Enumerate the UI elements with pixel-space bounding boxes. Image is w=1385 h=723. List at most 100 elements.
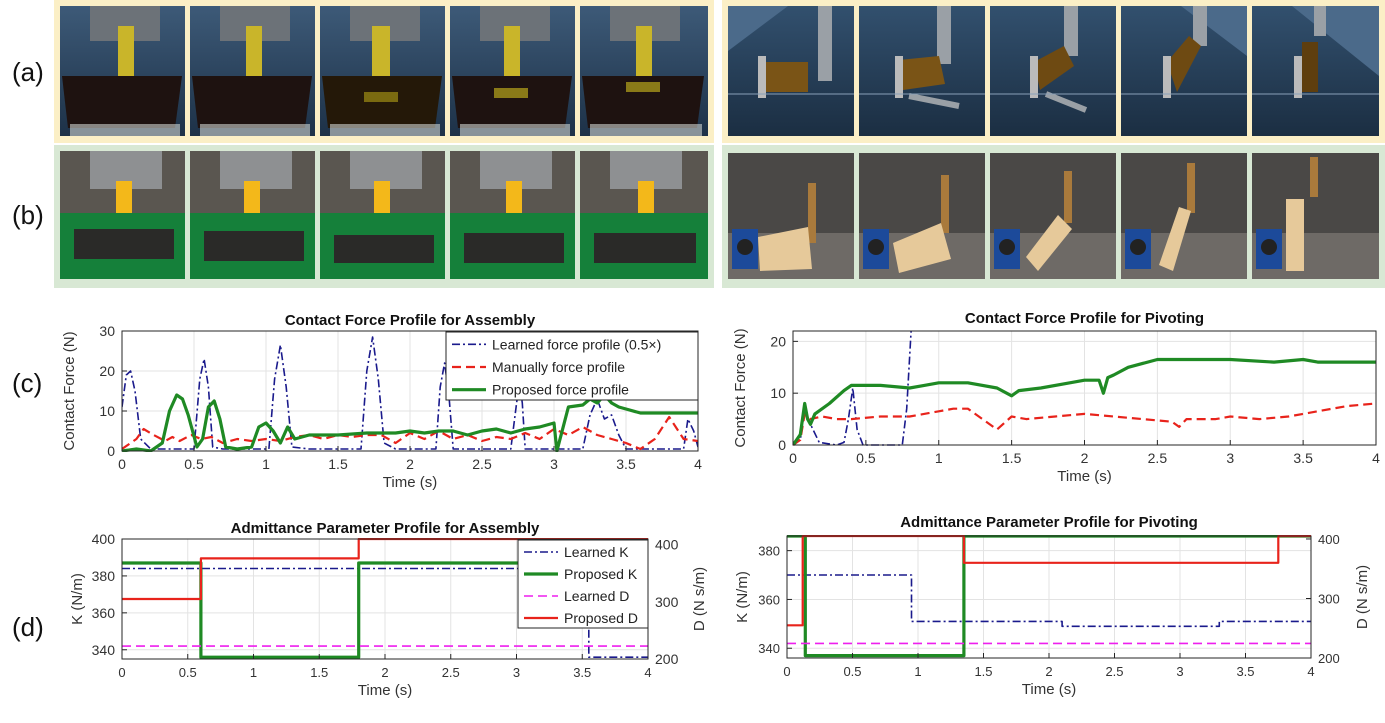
series-line-manual (122, 415, 698, 451)
chart-force_pivoting: 0 0.5 1 1.5 2 2.5 3 3.5 4 0 10 20 Contact Force Prof… (732, 310, 1380, 485)
sim-pivoting-frames (728, 6, 1379, 136)
y-tick-label: 360 (758, 592, 780, 607)
plot-area (787, 536, 1311, 658)
series-line-learned (122, 567, 648, 659)
chart-force_assembly: 0 0.5 1 1.5 2 2.5 3 3.5 4 0 10 20 30 Contact Force Pr… (61, 312, 702, 491)
y-right-tick-label: 400 (655, 537, 679, 553)
x-tick-label: 3 (1226, 450, 1234, 466)
y-right-tick-label: 300 (655, 594, 679, 610)
y-axis-label: Contact Force (N) (61, 331, 78, 450)
sim-assembly-frames (60, 6, 708, 136)
legend: Learned force profile (0.5×) Manually for… (445, 331, 699, 401)
y-right-tick-label: 400 (1318, 532, 1340, 547)
sim-assembly-strip (54, 0, 714, 143)
row-label-c: (c) (12, 368, 43, 398)
sim-pivoting-frame (990, 6, 1116, 136)
series-line-proposed (787, 535, 1311, 658)
x-tick-label: 2 (1045, 664, 1052, 679)
y-tick-label: 360 (92, 605, 116, 621)
x-tick-label: 0 (783, 664, 790, 679)
x-tick-label: 3.5 (1236, 664, 1254, 679)
real-pivoting-frame (728, 153, 854, 279)
x-tick-label: 3.5 (1293, 450, 1313, 466)
real-assembly-frame (320, 151, 445, 279)
x-axis-label: Time (s) (358, 682, 412, 699)
x-tick-label: 3 (550, 456, 558, 472)
y-tick-label: 0 (107, 443, 115, 459)
plot-area (122, 331, 698, 451)
x-tick-label: 0 (118, 456, 126, 472)
series-line-manual (793, 402, 1376, 446)
legend: Learned K Proposed K Learned D Proposed D (517, 539, 649, 629)
x-tick-label: 1 (935, 450, 943, 466)
real-pivoting-frames (728, 153, 1379, 279)
chart-admittance_assembly: 0 0.5 1 1.5 2 2.5 3 3.5 4 340 360 380 400 200 300 400 Ad… (69, 520, 708, 699)
series-line-proposed (122, 393, 698, 452)
x-tick-label: 0.5 (856, 450, 876, 466)
legend-entry: Manually force profile (492, 359, 625, 375)
x-tick-label: 1.5 (974, 664, 992, 679)
real-assembly-frame (580, 151, 708, 279)
legend-entry: Learned D (564, 588, 629, 604)
chart-title: Admittance Parameter Profile for Pivotin… (900, 514, 1198, 531)
x-tick-label: 2.5 (472, 456, 492, 472)
real-assembly-frame (190, 151, 315, 279)
x-tick-label: 2 (406, 456, 414, 472)
x-axis-label: Time (s) (383, 474, 437, 491)
real-assembly-frames (60, 151, 708, 279)
y-tick-label: 400 (92, 531, 116, 547)
y-tick-label: 10 (770, 385, 786, 401)
y-right-tick-label: 300 (1318, 591, 1340, 606)
x-tick-label: 0 (118, 665, 125, 680)
sim-pivoting-frame (859, 6, 985, 136)
x-tick-label: 3 (1176, 664, 1183, 679)
legend-entry: Proposed D (564, 610, 638, 626)
chart-title: Contact Force Profile for Assembly (285, 312, 536, 329)
y-tick-label: 10 (99, 403, 115, 419)
x-tick-label: 1 (914, 664, 921, 679)
x-tick-label: 0.5 (184, 456, 204, 472)
x-tick-label: 1.5 (310, 665, 328, 680)
axes-box (121, 538, 649, 660)
x-tick-label: 2.5 (1148, 450, 1168, 466)
real-pivoting-frame (990, 153, 1116, 279)
x-tick-label: 3.5 (616, 456, 636, 472)
legend-entry: Learned force profile (0.5×) (492, 336, 661, 352)
y-axis-label: Contact Force (N) (732, 328, 749, 447)
y-axis-label: K (N/m) (734, 571, 751, 623)
y-tick-label: 20 (99, 363, 115, 379)
axes-box (786, 535, 1312, 659)
x-tick-label: 2.5 (442, 665, 460, 680)
plot-area (793, 331, 1376, 445)
x-axis-label: Time (s) (1022, 681, 1076, 698)
row-label-b: (b) (12, 200, 44, 230)
legend-box (517, 539, 649, 629)
row-label-d: (d) (12, 612, 44, 642)
sim-assembly-frame (190, 6, 315, 136)
y-right-axis-label: D (N s/m) (1354, 565, 1371, 629)
y-tick-label: 380 (92, 568, 116, 584)
legend-entry: Proposed force profile (492, 382, 629, 398)
real-assembly-frame (450, 151, 575, 279)
x-tick-label: 0.5 (179, 665, 197, 680)
y-tick-label: 0 (778, 437, 786, 453)
x-tick-label: 0 (789, 450, 797, 466)
y-tick-label: 340 (92, 642, 116, 658)
sim-pivoting-frame (1252, 6, 1379, 136)
x-tick-label: 3.5 (573, 665, 591, 680)
x-tick-label: 2 (1081, 450, 1089, 466)
sim-assembly-frame (450, 6, 575, 136)
chart-admittance_pivoting: 0 0.5 1 1.5 2 2.5 3 3.5 4 340 360 380 200 300 400 Admit… (734, 514, 1371, 698)
sim-pivoting-frame (728, 6, 854, 136)
y-tick-label: 20 (770, 333, 786, 349)
x-axis-label: Time (s) (1057, 468, 1111, 485)
real-pivoting-frame (1252, 153, 1379, 279)
y-tick-label: 340 (758, 641, 780, 656)
x-tick-label: 1 (250, 665, 257, 680)
y-tick-label: 30 (99, 323, 115, 339)
y-tick-label: 380 (758, 544, 780, 559)
series-line-manual (787, 535, 1311, 627)
real-pivoting-frame (1121, 153, 1247, 279)
x-tick-label: 2 (381, 665, 388, 680)
chart-title: Admittance Parameter Profile for Assembl… (231, 520, 540, 537)
